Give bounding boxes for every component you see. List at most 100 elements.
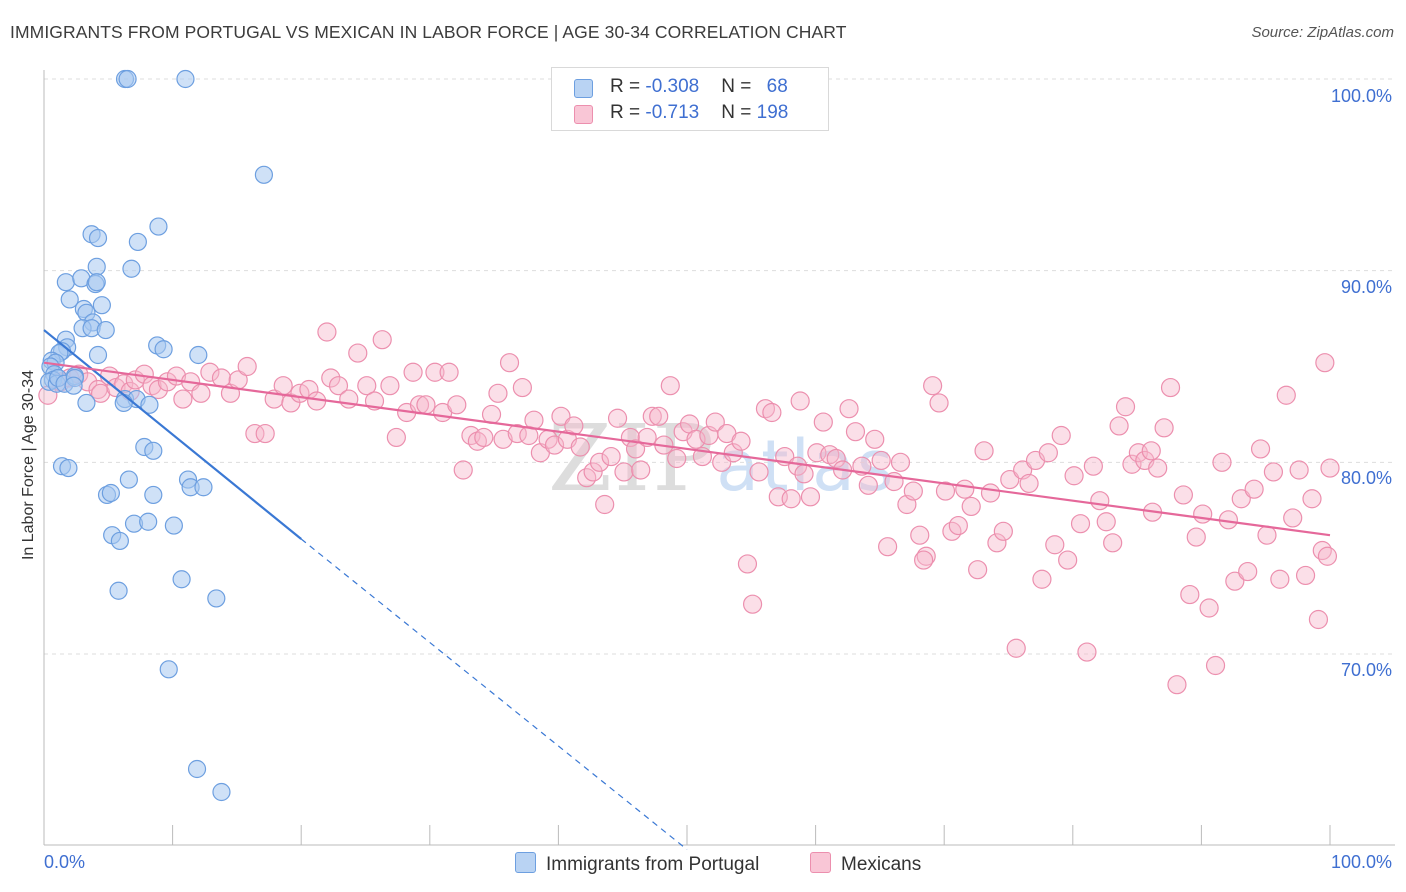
point-mexicans-182 <box>1289 460 1309 480</box>
point-mexicans-142 <box>1032 569 1052 589</box>
point-portugal-50 <box>59 458 78 478</box>
point-mexicans-41 <box>380 376 400 396</box>
point-mexicans-60 <box>512 377 532 398</box>
source-label: Source: ZipAtlas.com <box>1251 24 1394 41</box>
legend-swatch-pink <box>574 105 593 124</box>
point-portugal-45 <box>114 393 133 413</box>
point-mexicans-167 <box>1193 504 1213 524</box>
point-mexicans-117 <box>871 450 891 471</box>
point-mexicans-189 <box>1317 546 1338 566</box>
point-mexicans-169 <box>1205 655 1226 676</box>
correlation-legend: R = -0.308 N = 68 R = -0.713 N = 198 <box>551 67 829 131</box>
point-mexicans-131 <box>961 496 981 517</box>
point-mexicans-33 <box>317 322 337 342</box>
point-mexicans-46 <box>416 395 436 415</box>
legend-swatch-blue <box>574 79 593 98</box>
point-mexicans-97 <box>742 594 763 614</box>
bottom-legend-swatch-pink <box>810 852 831 873</box>
point-mexicans-163 <box>1167 675 1187 695</box>
point-mexicans-66 <box>551 406 571 426</box>
point-mexicans-191 <box>914 550 934 570</box>
point-mexicans-73 <box>595 494 615 515</box>
point-mexicans-153 <box>1103 533 1123 553</box>
trend-portugal-dashed <box>300 538 688 850</box>
point-mexicans-26 <box>255 423 275 444</box>
point-mexicans-81 <box>642 406 662 426</box>
point-mexicans-69 <box>570 437 590 457</box>
point-mexicans-123 <box>910 525 930 545</box>
point-mexicans-162 <box>1160 377 1181 398</box>
point-mexicans-159 <box>1141 441 1161 461</box>
point-mexicans-71 <box>583 462 603 482</box>
legend-r-label-1: R = <box>610 76 646 97</box>
point-mexicans-56 <box>488 383 508 403</box>
point-portugal-4 <box>149 217 168 236</box>
point-mexicans-155 <box>1115 397 1136 417</box>
point-mexicans-129 <box>948 515 968 536</box>
point-mexicans-187 <box>1320 458 1340 478</box>
point-mexicans-125 <box>923 376 943 396</box>
point-mexicans-172 <box>1225 571 1245 591</box>
point-portugal-21 <box>96 320 115 340</box>
point-mexicans-126 <box>929 393 949 413</box>
point-mexicans-115 <box>858 475 878 495</box>
point-mexicans-183 <box>1295 565 1316 586</box>
point-mexicans-113 <box>845 422 866 442</box>
point-portugal-29 <box>189 345 208 365</box>
chart-title: IMMIGRANTS FROM PORTUGAL VS MEXICAN IN L… <box>10 22 847 42</box>
point-mexicans-132 <box>968 560 988 580</box>
point-mexicans-37 <box>348 343 368 363</box>
point-mexicans-78 <box>625 439 646 459</box>
point-portugal-9 <box>87 257 106 276</box>
point-mexicans-127 <box>935 481 956 501</box>
point-mexicans-160 <box>1148 458 1168 478</box>
point-mexicans-168 <box>1199 598 1219 618</box>
legend-n-value-1: 68 <box>766 76 788 97</box>
point-mexicans-44 <box>403 362 423 382</box>
point-mexicans-166 <box>1186 527 1206 547</box>
point-mexicans-134 <box>980 483 1001 503</box>
point-mexicans-138 <box>1006 638 1026 658</box>
point-mexicans-116 <box>865 429 885 449</box>
bottom-legend-mexicans: Mexicans <box>810 852 921 876</box>
point-mexicans-118 <box>878 537 898 557</box>
point-portugal-54 <box>194 478 213 497</box>
point-mexicans-180 <box>1276 385 1296 405</box>
trend-portugal <box>43 329 302 540</box>
point-mexicans-136 <box>993 521 1013 541</box>
y-tick-90: 90.0% <box>1340 277 1392 297</box>
point-mexicans-174 <box>1238 561 1258 582</box>
point-mexicans-49 <box>439 362 459 382</box>
point-mexicans-74 <box>601 446 621 467</box>
point-mexicans-140 <box>1019 473 1039 494</box>
point-portugal-64 <box>109 581 128 600</box>
y-axis-label: In Labor Force | Age 30-34 <box>20 369 37 561</box>
point-mexicans-149 <box>1077 642 1097 662</box>
point-mexicans-47 <box>425 362 445 382</box>
point-mexicans-130 <box>955 479 975 499</box>
legend-r-value-1: -0.308 <box>645 76 700 97</box>
point-mexicans-137 <box>1000 469 1020 490</box>
point-mexicans-76 <box>614 462 634 482</box>
point-mexicans-144 <box>1045 535 1065 555</box>
point-mexicans-112 <box>839 399 859 419</box>
point-mexicans-58 <box>499 353 520 373</box>
point-mexicans-181 <box>1283 508 1303 528</box>
point-mexicans-143 <box>1038 443 1058 463</box>
point-mexicans-105 <box>794 464 814 484</box>
point-mexicans-156 <box>1122 454 1142 474</box>
point-portugal-16 <box>92 296 111 315</box>
point-mexicans-110 <box>826 448 846 469</box>
point-mexicans-154 <box>1109 416 1129 436</box>
point-mexicans-40 <box>372 330 392 350</box>
point-mexicans-17 <box>173 389 193 409</box>
point-mexicans-95 <box>731 431 751 451</box>
point-mexicans-24 <box>237 356 257 377</box>
point-mexicans-82 <box>649 406 669 426</box>
point-mexicans-42 <box>386 427 406 448</box>
point-portugal-6 <box>88 228 108 248</box>
legend-r-value-2: -0.713 <box>645 102 700 123</box>
point-mexicans-133 <box>974 441 994 461</box>
point-mexicans-72 <box>589 452 610 472</box>
